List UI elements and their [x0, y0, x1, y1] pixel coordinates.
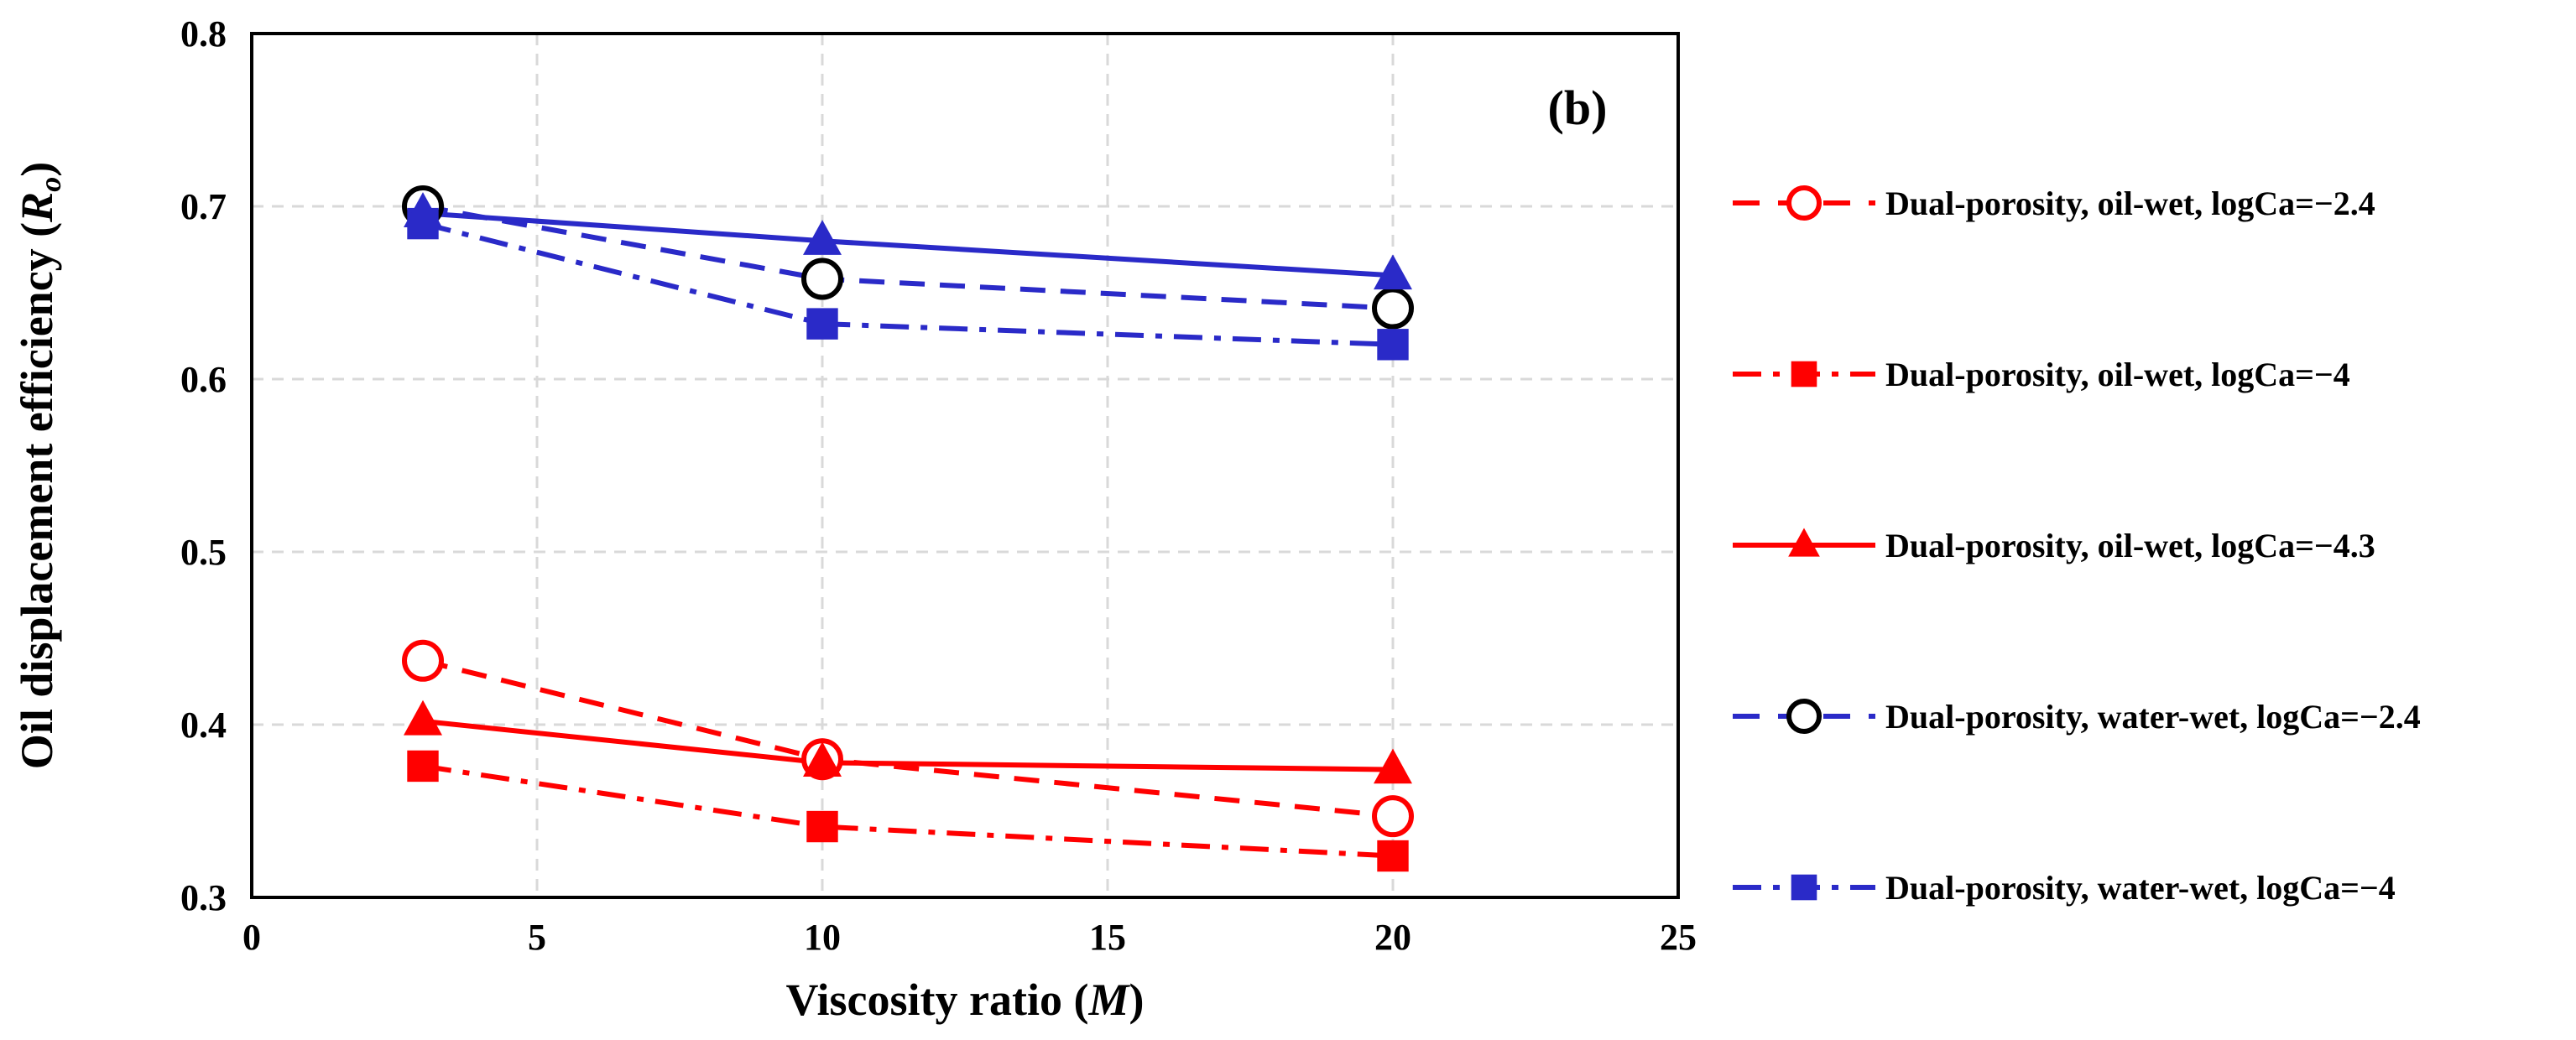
legend-label: Dual-porosity, oil-wet, logCa=−2.4	[1885, 185, 2375, 222]
data-point-s2	[407, 750, 439, 783]
data-point-s5	[806, 308, 838, 340]
y-tick-label: 0.6	[180, 359, 227, 400]
series-markers	[402, 185, 1414, 872]
plot-area-frame	[250, 32, 1680, 899]
grid-lines	[252, 34, 1678, 897]
legend-entry-2: Dual-porosity, oil-wet, logCa=−4	[1733, 356, 2350, 393]
data-point-s2	[1377, 840, 1409, 872]
data-point-s1	[402, 639, 444, 682]
legend-label: Dual-porosity, oil-wet, logCa=−4.3	[1885, 527, 2375, 564]
series-line-3	[422, 718, 1394, 772]
x-axis-title: Viscosity ratio (M)	[786, 975, 1145, 1025]
x-tick-label: 0	[242, 917, 261, 958]
data-point-s1	[1372, 795, 1414, 838]
y-tick-label: 0.7	[180, 186, 227, 227]
data-point-s4	[1372, 287, 1414, 330]
data-point-s3	[1374, 748, 1412, 784]
legend-label: Dual-porosity, water-wet, logCa=−2.4	[1885, 698, 2421, 736]
y-axis-title: Oil displacement efficiency (Ro)	[12, 162, 67, 769]
legend-entry-5: Dual-porosity, water-wet, logCa=−4	[1733, 869, 2396, 907]
y-tick-label: 0.3	[180, 877, 227, 918]
legend-marker	[1786, 699, 1822, 734]
data-point-s3	[404, 699, 442, 736]
x-tick-label: 10	[804, 917, 841, 958]
series-line-2	[422, 763, 1394, 859]
axis-ticks: 0 5 10 15 20 25 0.3 0.4 0.5 0.6 0.7 0.8	[180, 13, 1697, 958]
legend-marker	[1791, 361, 1817, 387]
y-tick-label: 0.4	[180, 705, 227, 746]
y-axis-title-suffix: )	[12, 162, 62, 177]
legend-marker	[1788, 528, 1820, 557]
data-point-s6	[404, 192, 442, 227]
y-axis-title-italic: R	[12, 192, 62, 223]
legend-entry-3: Dual-porosity, oil-wet, logCa=−4.3	[1733, 527, 2375, 564]
y-tick-label: 0.8	[180, 13, 227, 55]
x-tick-label: 5	[528, 917, 546, 958]
x-tick-label: 20	[1374, 917, 1411, 958]
legend-label: Dual-porosity, oil-wet, logCa=−4	[1885, 356, 2350, 393]
x-tick-label: 15	[1089, 917, 1126, 958]
x-axis-title-italic: M	[1087, 975, 1130, 1025]
y-tick-label: 0.5	[180, 532, 227, 573]
series-line-6	[422, 211, 1394, 278]
legend-marker	[1786, 185, 1822, 221]
data-point-s6	[803, 220, 842, 255]
legend-entry-1: Dual-porosity, oil-wet, logCa=−2.4	[1733, 185, 2375, 222]
legend-marker	[1791, 874, 1817, 901]
legend-entry-4: Dual-porosity, water-wet, logCa=−2.4	[1733, 698, 2421, 736]
y-axis-title-subscript: o	[34, 177, 67, 192]
panel-label: (b)	[1548, 81, 1608, 135]
legend-label: Dual-porosity, water-wet, logCa=−4	[1885, 869, 2396, 907]
x-tick-label: 25	[1660, 917, 1697, 958]
data-point-s2	[806, 810, 838, 843]
data-point-s6	[1374, 254, 1412, 290]
data-point-s4	[801, 257, 843, 300]
data-point-s5	[1377, 329, 1409, 361]
series-lines	[422, 204, 1394, 859]
legend: Dual-porosity, oil-wet, logCa=−2.4 Dual-p…	[1733, 185, 2421, 907]
data-point-s3	[803, 741, 842, 777]
